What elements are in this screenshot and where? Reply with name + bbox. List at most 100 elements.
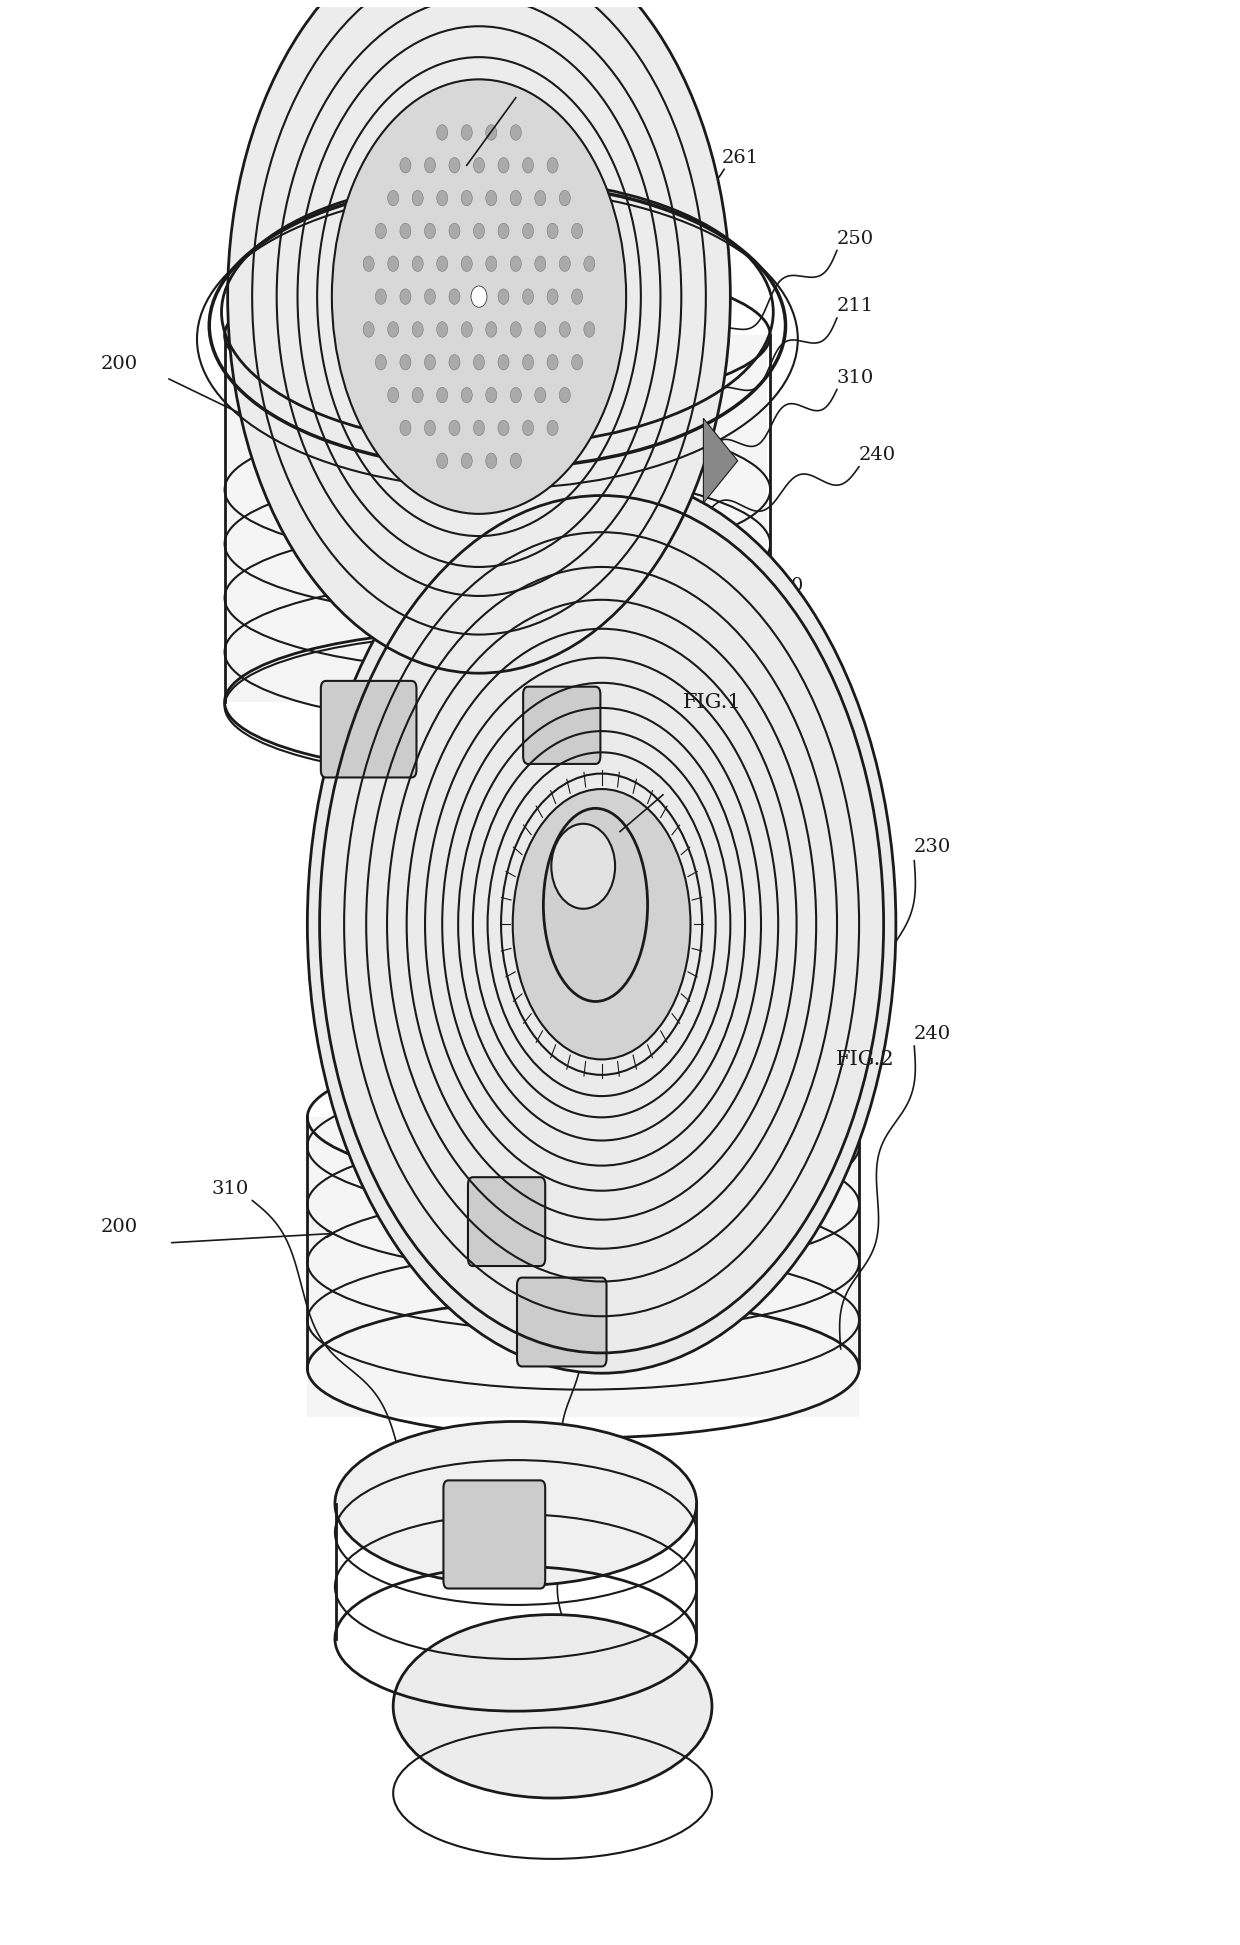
- Ellipse shape: [436, 387, 448, 403]
- Ellipse shape: [486, 124, 497, 140]
- Text: 250: 250: [837, 230, 874, 247]
- Ellipse shape: [461, 453, 472, 469]
- Text: 230: 230: [914, 838, 951, 856]
- Ellipse shape: [547, 158, 558, 173]
- Ellipse shape: [474, 158, 485, 173]
- FancyBboxPatch shape: [523, 687, 600, 764]
- Ellipse shape: [511, 387, 521, 403]
- Ellipse shape: [471, 286, 487, 307]
- Ellipse shape: [498, 158, 510, 173]
- Polygon shape: [308, 1116, 859, 1416]
- Ellipse shape: [412, 321, 423, 336]
- Ellipse shape: [424, 158, 435, 173]
- Ellipse shape: [559, 387, 570, 403]
- Text: 200: 200: [102, 1218, 139, 1237]
- Ellipse shape: [498, 224, 510, 239]
- Ellipse shape: [511, 257, 521, 272]
- Ellipse shape: [534, 191, 546, 206]
- Ellipse shape: [461, 387, 472, 403]
- Ellipse shape: [424, 354, 435, 370]
- FancyBboxPatch shape: [517, 1278, 606, 1367]
- Text: 321: 321: [639, 774, 676, 792]
- Ellipse shape: [436, 257, 448, 272]
- Ellipse shape: [363, 257, 374, 272]
- Ellipse shape: [332, 80, 626, 513]
- Ellipse shape: [412, 191, 423, 206]
- Ellipse shape: [522, 420, 533, 436]
- Ellipse shape: [401, 224, 410, 239]
- Text: 310: 310: [837, 370, 874, 387]
- Ellipse shape: [308, 475, 895, 1373]
- Ellipse shape: [498, 420, 510, 436]
- Ellipse shape: [547, 224, 558, 239]
- Polygon shape: [228, 335, 768, 702]
- Text: 250: 250: [554, 1295, 591, 1313]
- Ellipse shape: [486, 257, 497, 272]
- Ellipse shape: [363, 321, 374, 336]
- Ellipse shape: [376, 224, 387, 239]
- Ellipse shape: [449, 420, 460, 436]
- Text: 200: 200: [102, 356, 139, 373]
- Ellipse shape: [552, 825, 615, 908]
- Ellipse shape: [559, 191, 570, 206]
- Ellipse shape: [522, 158, 533, 173]
- Ellipse shape: [486, 191, 497, 206]
- Ellipse shape: [461, 321, 472, 336]
- Ellipse shape: [424, 290, 435, 303]
- Ellipse shape: [424, 224, 435, 239]
- Ellipse shape: [436, 453, 448, 469]
- Ellipse shape: [511, 191, 521, 206]
- Ellipse shape: [572, 224, 583, 239]
- Text: 211: 211: [837, 298, 874, 315]
- Ellipse shape: [461, 257, 472, 272]
- Ellipse shape: [522, 354, 533, 370]
- Ellipse shape: [449, 290, 460, 303]
- Ellipse shape: [572, 290, 583, 303]
- Ellipse shape: [376, 290, 387, 303]
- Ellipse shape: [401, 354, 410, 370]
- Ellipse shape: [436, 321, 448, 336]
- Ellipse shape: [511, 453, 521, 469]
- Text: 240: 240: [914, 1025, 951, 1043]
- Ellipse shape: [449, 224, 460, 239]
- Ellipse shape: [393, 1614, 712, 1797]
- Ellipse shape: [461, 191, 472, 206]
- Ellipse shape: [486, 387, 497, 403]
- Ellipse shape: [498, 354, 510, 370]
- Ellipse shape: [388, 191, 399, 206]
- Ellipse shape: [584, 257, 595, 272]
- Ellipse shape: [543, 809, 647, 1002]
- Ellipse shape: [412, 387, 423, 403]
- Ellipse shape: [559, 321, 570, 336]
- Ellipse shape: [534, 257, 546, 272]
- Ellipse shape: [388, 257, 399, 272]
- Ellipse shape: [534, 387, 546, 403]
- Ellipse shape: [559, 257, 570, 272]
- Ellipse shape: [436, 191, 448, 206]
- Ellipse shape: [522, 224, 533, 239]
- Ellipse shape: [449, 354, 460, 370]
- Ellipse shape: [547, 420, 558, 436]
- Ellipse shape: [534, 321, 546, 336]
- Text: 262: 262: [497, 80, 534, 97]
- Ellipse shape: [401, 290, 410, 303]
- Ellipse shape: [401, 158, 410, 173]
- Ellipse shape: [228, 0, 730, 673]
- Polygon shape: [703, 418, 738, 504]
- Ellipse shape: [401, 420, 410, 436]
- Ellipse shape: [486, 321, 497, 336]
- Ellipse shape: [376, 354, 387, 370]
- Text: 310: 310: [212, 1181, 249, 1198]
- Text: FIG.2: FIG.2: [836, 1050, 894, 1070]
- Ellipse shape: [547, 290, 558, 303]
- Ellipse shape: [436, 124, 448, 140]
- Ellipse shape: [474, 420, 485, 436]
- Ellipse shape: [388, 321, 399, 336]
- Ellipse shape: [584, 321, 595, 336]
- Ellipse shape: [512, 790, 691, 1060]
- Ellipse shape: [335, 1422, 697, 1585]
- Text: 240: 240: [859, 445, 897, 465]
- Ellipse shape: [474, 224, 485, 239]
- FancyBboxPatch shape: [444, 1480, 546, 1589]
- FancyBboxPatch shape: [321, 681, 417, 778]
